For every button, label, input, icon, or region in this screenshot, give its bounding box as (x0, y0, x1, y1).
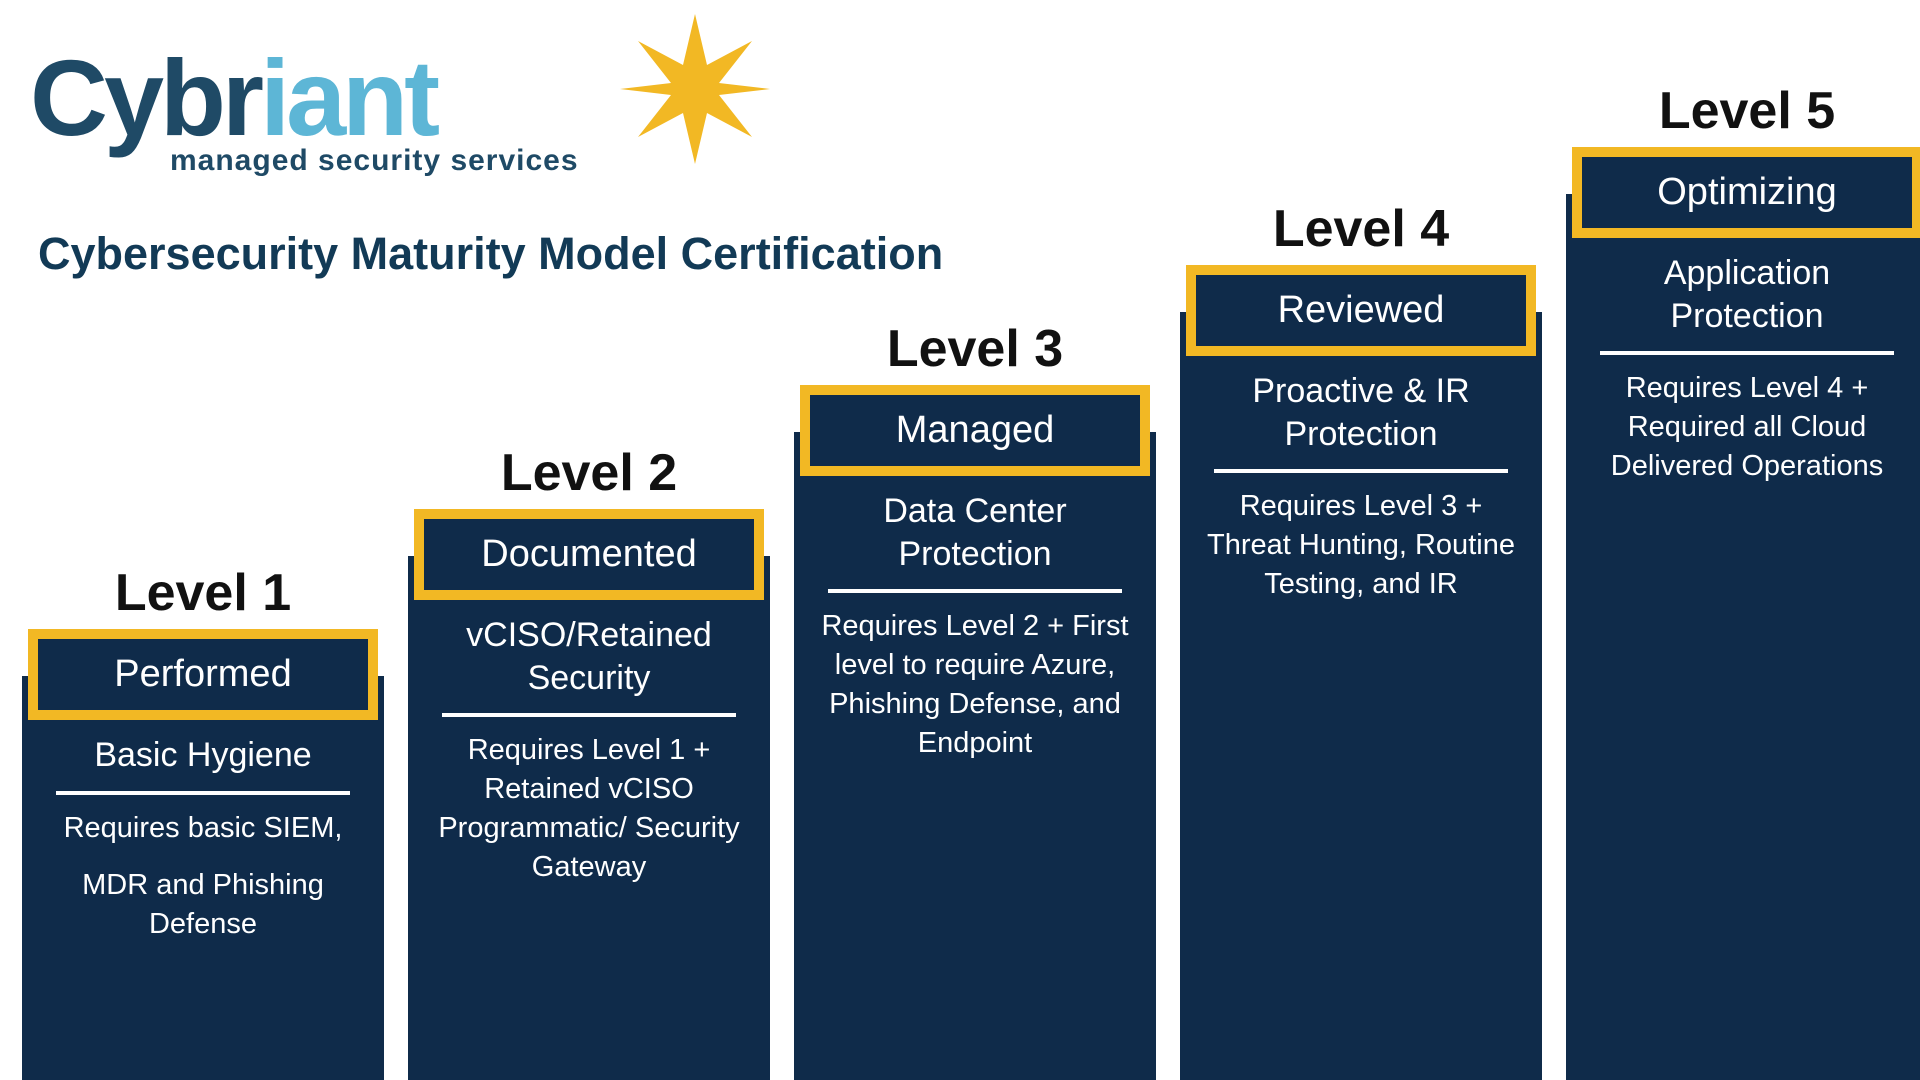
stage-name: Optimizing (1657, 171, 1837, 213)
stage-description: Requires basic SIEM, MDR and Phishing Def… (44, 809, 362, 944)
stage-body: vCISO/Retained Security Requires Level 1 … (408, 556, 770, 1080)
divider (1214, 469, 1508, 473)
stage-description: Requires Level 1 + Retained vCISO Progra… (430, 731, 748, 888)
stage-body: Data Center Protection Requires Level 2 +… (794, 432, 1156, 1080)
stage-name-box: Optimizing (1572, 147, 1920, 238)
stage-description-line: MDR and Phishing Defense (44, 866, 362, 944)
stage-name-box: Performed (28, 629, 378, 720)
stage-description-line: Requires Level 1 + Retained vCISO Progra… (430, 731, 748, 888)
stage-subtitle: Proactive & IR Protection (1202, 370, 1520, 455)
stage-name-box: Reviewed (1186, 265, 1536, 356)
maturity-column-2: Level 2DocumentedvCISO/Retained Security… (408, 443, 770, 1080)
divider (442, 713, 736, 717)
stage-description: Requires Level 3 + Threat Hunting, Routi… (1202, 487, 1520, 604)
stage-body: Proactive & IR Protection Requires Level … (1180, 312, 1542, 1080)
divider (56, 791, 350, 795)
divider (1600, 351, 1894, 355)
stage-subtitle: Data Center Protection (816, 490, 1134, 575)
page-title: Cybersecurity Maturity Model Certificati… (38, 228, 943, 280)
level-label: Level 5 (1566, 81, 1920, 141)
maturity-column-3: Level 3 Managed Data Center Protection Requ… (794, 319, 1156, 1080)
stage-description-line: Requires Level 4 + Required all Cloud De… (1588, 369, 1906, 486)
maturity-column-4: Level 4ReviewedProactive & IR Protection… (1180, 199, 1542, 1080)
maturity-column-1: Level 1 Performed Basic Hygiene Requires ba… (22, 563, 384, 1080)
maturity-column-5: Level 5 Optimizing Application Protection R… (1566, 81, 1920, 1080)
stage-description-line: Requires Level 2 + First level to requir… (816, 607, 1134, 764)
infographic-canvas: Cybriant managed security services Cyber… (0, 0, 1920, 1080)
logo-text-light: iant (260, 37, 436, 158)
divider (828, 589, 1122, 593)
stage-name: Performed (114, 653, 291, 695)
stage-description-line: Requires Level 3 + Threat Hunting, Routi… (1202, 487, 1520, 604)
stage-subtitle: Application Protection (1588, 252, 1906, 337)
level-label: Level 1 (22, 563, 384, 623)
stage-description: Requires Level 2 + First level to requir… (816, 607, 1134, 764)
star-icon (620, 14, 770, 164)
stage-subtitle: vCISO/Retained Security (430, 614, 748, 699)
stage-name-box: Managed (800, 385, 1150, 476)
stage-body: Application Protection Requires Level 4 +… (1566, 194, 1920, 1080)
level-label: Level 2 (408, 443, 770, 503)
logo-text-dark: Cybr (30, 37, 260, 158)
stage-name: Documented (481, 533, 696, 575)
stage-name-box: Documented (414, 509, 764, 600)
stage-name: Managed (896, 409, 1054, 451)
stage-description: Requires Level 4 + Required all Cloud De… (1588, 369, 1906, 486)
level-label: Level 4 (1180, 199, 1542, 259)
brand-logo: Cybriant managed security services (30, 44, 750, 204)
stage-name: Reviewed (1278, 289, 1445, 331)
stage-description-line: Requires basic SIEM, (44, 809, 362, 848)
level-label: Level 3 (794, 319, 1156, 379)
stage-body: Basic Hygiene Requires basic SIEM, MDR and… (22, 676, 384, 1080)
stage-subtitle: Basic Hygiene (44, 734, 362, 777)
